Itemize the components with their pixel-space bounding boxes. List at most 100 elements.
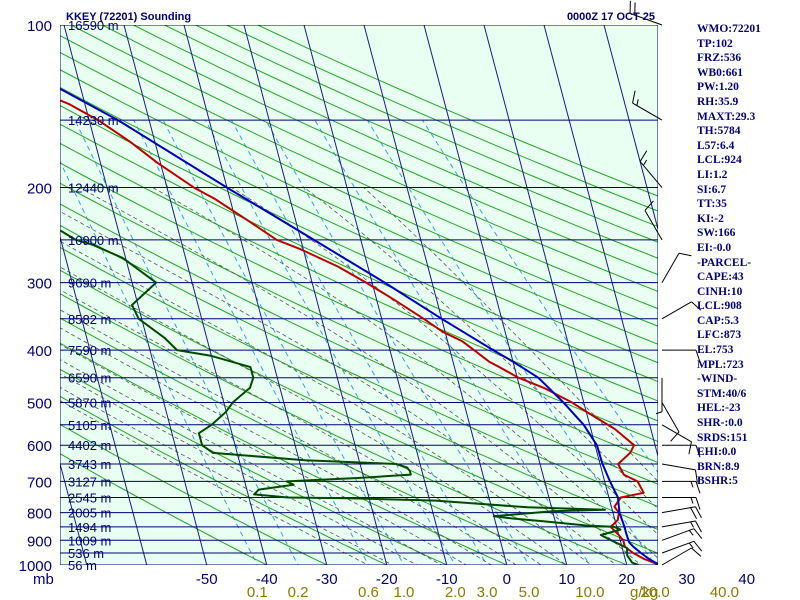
wind-barb-staff bbox=[661, 506, 696, 514]
mixing-ratio-tick-label: 0.2 bbox=[288, 584, 309, 600]
sounding-parameters: WMO:72201 TP:102 FRZ:536 WB0:661 PW:1.20 RH:3… bbox=[697, 22, 797, 489]
mixing-ratio-tick-label: 1.0 bbox=[394, 584, 415, 600]
wind-barb-half-flag bbox=[690, 481, 694, 488]
sounding-parameter: PW:1.20 bbox=[697, 81, 739, 94]
height-label: 2545 m bbox=[68, 491, 111, 506]
sounding-parameter: LCL:908 bbox=[697, 300, 742, 313]
isotherm bbox=[60, 461, 88, 565]
wind-barb-staff bbox=[639, 161, 663, 188]
wind-barb-flag bbox=[695, 506, 702, 519]
height-label: 536 m bbox=[68, 546, 104, 561]
sounding-parameter: EI:-0.0 bbox=[697, 241, 732, 254]
wind-barb bbox=[662, 480, 701, 494]
moist-adiabat bbox=[60, 309, 517, 565]
isotherm bbox=[483, 25, 628, 565]
sounding-parameter: LI:1.2 bbox=[697, 168, 728, 181]
sounding-parameter: CAP:5.3 bbox=[697, 314, 739, 327]
pressure-axis-title: mb bbox=[33, 571, 54, 588]
sounding-parameter: SW:166 bbox=[697, 227, 736, 240]
mixing-ratio-tick-label: 20.0 bbox=[640, 584, 669, 600]
dry-adiabat bbox=[60, 293, 629, 565]
wind-barb bbox=[632, 90, 663, 121]
sounding-parameter: CAPE:43 bbox=[697, 271, 744, 284]
sounding-parameter: BRN:8.9 bbox=[697, 460, 740, 473]
sounding-time: 0000Z 17 OCT 25 bbox=[567, 11, 655, 23]
wind-barb bbox=[662, 349, 701, 363]
moist-adiabat bbox=[60, 266, 567, 565]
wind-barb-half-flag bbox=[655, 411, 663, 415]
height-label: 14230 m bbox=[68, 113, 119, 128]
dry-adiabat bbox=[60, 423, 328, 565]
sounding-parameter: LFC:873 bbox=[697, 329, 742, 342]
temperature-profile bbox=[60, 99, 658, 565]
sounding-parameter: LCL:924 bbox=[697, 154, 742, 167]
mixing-ratio-tick-label: 2.0 bbox=[445, 584, 466, 600]
dry-adiabat bbox=[60, 246, 658, 531]
wind-barb bbox=[661, 252, 692, 283]
wind-barb-flag bbox=[691, 301, 702, 311]
sounding-parameter: WMO:72201 bbox=[697, 23, 761, 35]
station-title: KKEY (72201) Sounding bbox=[66, 11, 191, 23]
wind-barb bbox=[661, 547, 702, 566]
wind-barb-flag bbox=[678, 252, 692, 257]
dry-adiabat bbox=[60, 368, 449, 565]
moist-adiabat bbox=[304, 187, 658, 510]
temperature-tick-label: 30 bbox=[678, 571, 695, 588]
wind-barb-half-flag bbox=[688, 530, 694, 536]
sounding-parameter: WB0:661 bbox=[697, 66, 743, 79]
isotherm bbox=[603, 25, 658, 232]
sounding-parameter: EL:753 bbox=[697, 344, 734, 357]
wind-barb bbox=[661, 540, 703, 554]
temperature-tick-label: 10 bbox=[558, 571, 575, 588]
temperature-tick-label: -50 bbox=[196, 571, 218, 588]
wind-barb bbox=[661, 506, 702, 519]
height-label: 56 m bbox=[68, 558, 97, 573]
height-label: 5105 m bbox=[68, 418, 111, 433]
moist-adiabat bbox=[152, 187, 658, 559]
plot-area bbox=[60, 25, 658, 565]
sounding-parameter: EHI:0.0 bbox=[697, 446, 737, 459]
temperature-tick-label: 0 bbox=[503, 571, 511, 588]
height-label: 16590 m bbox=[68, 18, 119, 33]
temperature-tick-label: -20 bbox=[376, 571, 398, 588]
pressure-tick-label: 100 bbox=[27, 18, 52, 35]
mixing-ratio-tick-label: 40.0 bbox=[710, 584, 739, 600]
wind-barb-flag bbox=[695, 520, 702, 533]
wind-barb-flag bbox=[695, 445, 701, 458]
sounding-parameter: RH:35.9 bbox=[697, 95, 739, 108]
mixing-ratio-tick-label: 10.0 bbox=[575, 584, 604, 600]
pressure-tick-label: 800 bbox=[27, 506, 52, 523]
wind-barb-staff bbox=[661, 547, 692, 566]
dry-adiabat bbox=[60, 395, 388, 565]
sounding-parameter: HEL:-23 bbox=[697, 402, 741, 415]
height-label: 8582 m bbox=[68, 312, 111, 327]
isotherm bbox=[60, 234, 148, 565]
height-label: 2005 m bbox=[68, 506, 111, 521]
height-label: 10900 m bbox=[68, 233, 119, 248]
wind-barb bbox=[661, 301, 702, 320]
isotherm bbox=[363, 25, 508, 565]
mixing-ratio-tick-label: 0.6 bbox=[358, 584, 379, 600]
wind-barb bbox=[661, 520, 702, 533]
wind-barb bbox=[661, 424, 692, 455]
wind-barb-flag bbox=[639, 150, 648, 162]
mixing-ratio-tick-label: 5.0 bbox=[519, 584, 540, 600]
wind-barb-staff bbox=[644, 210, 663, 241]
wind-barb-staff bbox=[632, 102, 663, 121]
isotherm bbox=[63, 25, 208, 565]
sounding-parameter: SI:6.7 bbox=[697, 183, 727, 196]
wind-barb-half-flag bbox=[636, 99, 639, 106]
moist-adiabat bbox=[60, 289, 542, 565]
sounding-parameter: -PARCEL- bbox=[697, 256, 752, 269]
wind-barb-staff bbox=[661, 463, 696, 471]
height-label: 1494 m bbox=[68, 520, 111, 535]
wind-barb bbox=[662, 497, 701, 510]
height-label: 1009 m bbox=[68, 533, 111, 548]
isotherm bbox=[543, 25, 658, 459]
isotherm bbox=[423, 25, 568, 565]
moist-adiabat bbox=[363, 187, 658, 483]
sounding-parameter: TH:5784 bbox=[697, 125, 741, 138]
wind-barb-flag bbox=[688, 441, 692, 455]
wind-barb-flag bbox=[670, 431, 680, 442]
wind-barb-staff bbox=[661, 540, 695, 554]
